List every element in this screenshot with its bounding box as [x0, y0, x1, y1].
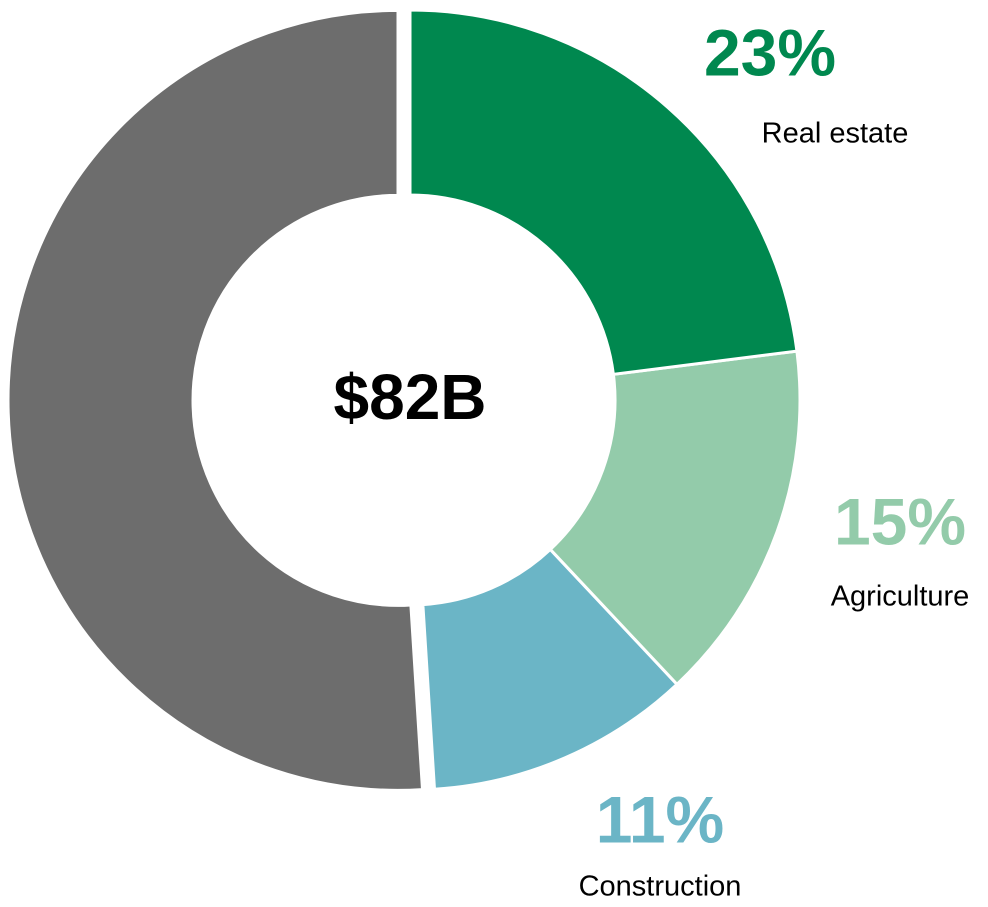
donut-segment: [408, 8, 799, 376]
category-label: Construction: [579, 871, 742, 903]
donut-segment: [421, 547, 680, 791]
value-label: 15%: [834, 484, 966, 558]
value-label: 11%: [596, 782, 724, 856]
category-label: Real estate: [762, 118, 909, 150]
donut-segment: [6, 8, 425, 792]
center-label: $82B: [334, 361, 487, 433]
value-label: 23%: [704, 15, 836, 89]
category-label: Agriculture: [831, 581, 970, 613]
donut-segment: [548, 349, 802, 687]
